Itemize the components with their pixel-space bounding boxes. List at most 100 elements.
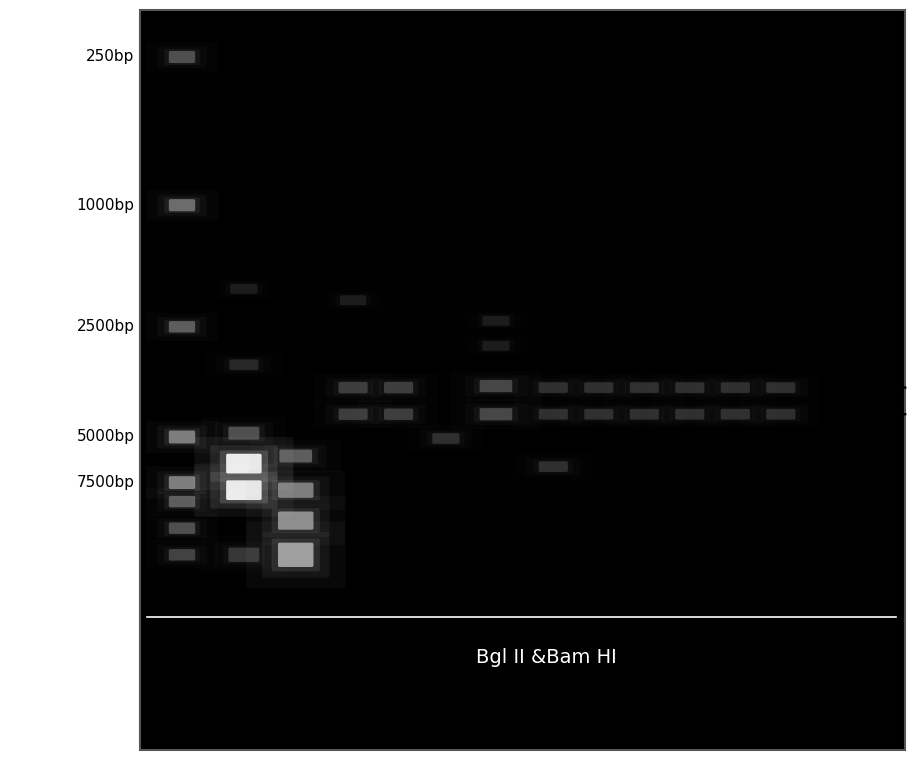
FancyBboxPatch shape bbox=[339, 382, 368, 394]
FancyBboxPatch shape bbox=[157, 471, 207, 494]
FancyBboxPatch shape bbox=[474, 407, 518, 422]
FancyBboxPatch shape bbox=[165, 198, 200, 213]
FancyBboxPatch shape bbox=[169, 430, 195, 444]
Text: 7500bp: 7500bp bbox=[76, 475, 135, 490]
FancyBboxPatch shape bbox=[335, 294, 371, 306]
Text: 1000bp: 1000bp bbox=[76, 198, 135, 213]
FancyBboxPatch shape bbox=[579, 381, 619, 394]
FancyBboxPatch shape bbox=[624, 381, 664, 394]
FancyBboxPatch shape bbox=[165, 521, 200, 536]
FancyBboxPatch shape bbox=[480, 380, 512, 392]
FancyBboxPatch shape bbox=[715, 407, 755, 421]
FancyBboxPatch shape bbox=[210, 445, 278, 482]
FancyBboxPatch shape bbox=[379, 380, 419, 395]
FancyBboxPatch shape bbox=[157, 317, 207, 337]
FancyBboxPatch shape bbox=[220, 477, 268, 503]
FancyBboxPatch shape bbox=[465, 404, 527, 425]
FancyBboxPatch shape bbox=[165, 319, 200, 334]
FancyBboxPatch shape bbox=[670, 407, 710, 421]
FancyBboxPatch shape bbox=[630, 409, 659, 420]
FancyBboxPatch shape bbox=[157, 426, 207, 448]
FancyBboxPatch shape bbox=[220, 451, 268, 477]
FancyBboxPatch shape bbox=[230, 283, 258, 293]
FancyBboxPatch shape bbox=[675, 409, 704, 420]
FancyBboxPatch shape bbox=[379, 407, 419, 422]
FancyBboxPatch shape bbox=[224, 358, 264, 372]
FancyBboxPatch shape bbox=[157, 518, 207, 538]
FancyBboxPatch shape bbox=[721, 382, 750, 393]
Bar bbox=[140, 10, 905, 750]
FancyBboxPatch shape bbox=[478, 340, 514, 352]
FancyBboxPatch shape bbox=[226, 283, 262, 295]
FancyBboxPatch shape bbox=[630, 382, 659, 393]
FancyBboxPatch shape bbox=[195, 464, 293, 517]
FancyBboxPatch shape bbox=[533, 407, 573, 421]
Text: 2500bp: 2500bp bbox=[76, 319, 135, 334]
FancyBboxPatch shape bbox=[157, 195, 207, 216]
FancyBboxPatch shape bbox=[169, 321, 195, 333]
FancyBboxPatch shape bbox=[480, 408, 512, 420]
FancyBboxPatch shape bbox=[169, 199, 195, 211]
FancyBboxPatch shape bbox=[465, 375, 527, 397]
FancyBboxPatch shape bbox=[333, 407, 373, 422]
FancyBboxPatch shape bbox=[157, 492, 207, 511]
FancyBboxPatch shape bbox=[539, 409, 568, 420]
FancyBboxPatch shape bbox=[165, 547, 200, 562]
FancyBboxPatch shape bbox=[761, 381, 801, 394]
FancyBboxPatch shape bbox=[766, 409, 795, 420]
FancyBboxPatch shape bbox=[226, 454, 262, 473]
FancyBboxPatch shape bbox=[539, 461, 568, 472]
FancyBboxPatch shape bbox=[340, 295, 366, 305]
FancyBboxPatch shape bbox=[223, 425, 265, 442]
FancyBboxPatch shape bbox=[333, 380, 373, 395]
FancyBboxPatch shape bbox=[478, 315, 514, 327]
FancyBboxPatch shape bbox=[271, 480, 320, 500]
FancyBboxPatch shape bbox=[279, 449, 312, 462]
FancyBboxPatch shape bbox=[675, 382, 704, 393]
FancyBboxPatch shape bbox=[384, 382, 413, 394]
Text: Bgl II &Bam HI: Bgl II &Bam HI bbox=[476, 648, 616, 667]
FancyBboxPatch shape bbox=[432, 433, 460, 444]
FancyBboxPatch shape bbox=[169, 496, 195, 508]
FancyBboxPatch shape bbox=[165, 49, 200, 65]
FancyBboxPatch shape bbox=[165, 474, 200, 491]
FancyBboxPatch shape bbox=[215, 422, 273, 445]
FancyBboxPatch shape bbox=[278, 543, 313, 567]
FancyBboxPatch shape bbox=[428, 432, 464, 445]
FancyBboxPatch shape bbox=[278, 511, 313, 530]
FancyBboxPatch shape bbox=[474, 378, 518, 394]
Text: 5000bp: 5000bp bbox=[76, 429, 135, 445]
FancyBboxPatch shape bbox=[157, 46, 207, 68]
FancyBboxPatch shape bbox=[715, 381, 755, 394]
FancyBboxPatch shape bbox=[169, 476, 195, 489]
FancyBboxPatch shape bbox=[721, 409, 750, 420]
FancyBboxPatch shape bbox=[223, 546, 265, 564]
FancyBboxPatch shape bbox=[539, 382, 568, 393]
FancyBboxPatch shape bbox=[482, 316, 510, 325]
FancyBboxPatch shape bbox=[165, 429, 200, 445]
FancyBboxPatch shape bbox=[271, 538, 320, 572]
FancyBboxPatch shape bbox=[670, 381, 710, 394]
FancyBboxPatch shape bbox=[278, 483, 313, 498]
FancyBboxPatch shape bbox=[766, 382, 795, 393]
FancyBboxPatch shape bbox=[274, 448, 318, 464]
FancyBboxPatch shape bbox=[482, 340, 510, 350]
FancyBboxPatch shape bbox=[228, 427, 259, 439]
FancyBboxPatch shape bbox=[195, 437, 293, 490]
FancyBboxPatch shape bbox=[339, 409, 368, 420]
FancyBboxPatch shape bbox=[262, 532, 329, 578]
FancyBboxPatch shape bbox=[165, 494, 200, 509]
FancyBboxPatch shape bbox=[169, 523, 195, 534]
FancyBboxPatch shape bbox=[226, 480, 262, 500]
FancyBboxPatch shape bbox=[157, 545, 207, 565]
FancyBboxPatch shape bbox=[262, 504, 329, 537]
FancyBboxPatch shape bbox=[169, 549, 195, 561]
FancyBboxPatch shape bbox=[265, 445, 327, 467]
FancyBboxPatch shape bbox=[533, 381, 573, 394]
FancyBboxPatch shape bbox=[271, 508, 320, 533]
FancyBboxPatch shape bbox=[169, 51, 195, 63]
FancyBboxPatch shape bbox=[584, 409, 613, 420]
FancyBboxPatch shape bbox=[533, 460, 573, 473]
FancyBboxPatch shape bbox=[384, 409, 413, 420]
FancyBboxPatch shape bbox=[579, 407, 619, 421]
